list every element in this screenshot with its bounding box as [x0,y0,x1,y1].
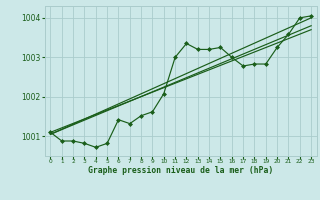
X-axis label: Graphe pression niveau de la mer (hPa): Graphe pression niveau de la mer (hPa) [88,166,273,175]
